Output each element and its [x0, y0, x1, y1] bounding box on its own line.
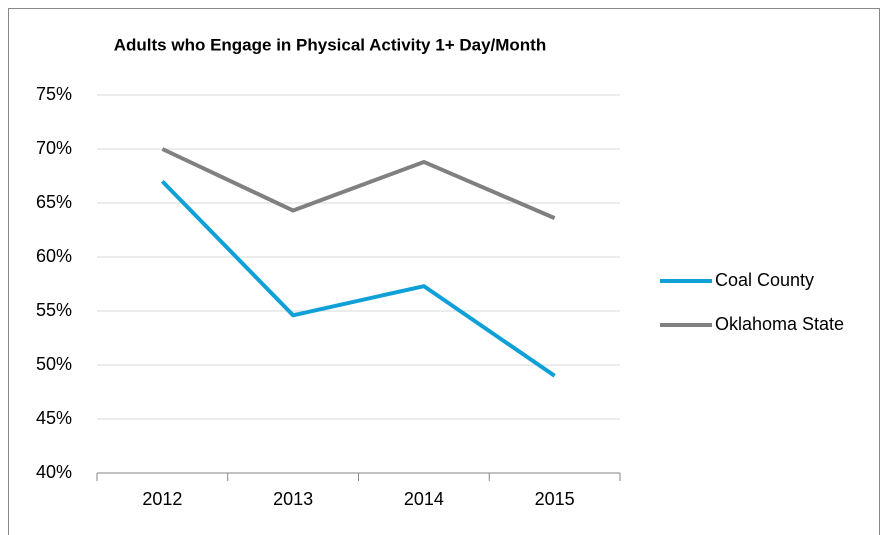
- y-tick-label: 40%: [36, 462, 72, 482]
- y-tick-label: 75%: [36, 84, 72, 104]
- x-tick-label: 2013: [273, 489, 313, 509]
- x-tick-label: 2015: [535, 489, 575, 509]
- series-line: [161, 147, 556, 220]
- y-tick-label: 70%: [36, 138, 72, 158]
- x-tick-label: 2014: [404, 489, 444, 509]
- chart-title: Adults who Engage in Physical Activity 1…: [114, 35, 546, 54]
- chart-border: [8, 8, 880, 535]
- x-tick-label: 2012: [142, 489, 182, 509]
- y-tick-label: 55%: [36, 300, 72, 320]
- y-tick-label: 65%: [36, 192, 72, 212]
- y-tick-label: 45%: [36, 408, 72, 428]
- series-line: [160, 180, 556, 378]
- y-tick-label: 50%: [36, 354, 72, 374]
- legend-label: Oklahoma State: [715, 314, 844, 334]
- y-tick-label: 60%: [36, 246, 72, 266]
- legend-label: Coal County: [715, 270, 814, 290]
